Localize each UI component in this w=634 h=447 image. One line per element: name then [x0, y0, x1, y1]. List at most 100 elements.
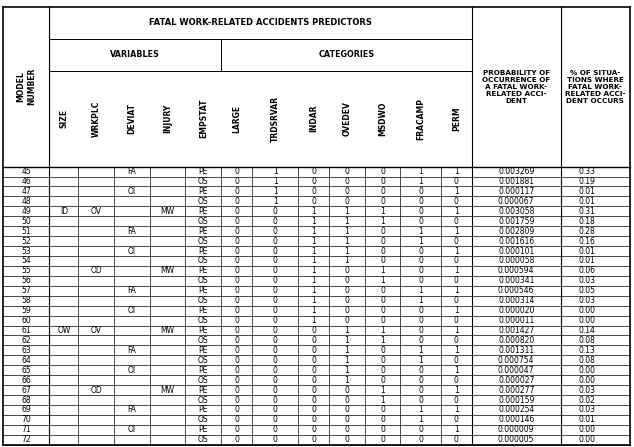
Text: 0: 0: [311, 167, 316, 176]
Text: OS: OS: [198, 415, 209, 425]
Text: FA: FA: [127, 346, 136, 355]
Text: 1: 1: [454, 227, 459, 236]
Text: PROBABILITY OF
OCCURRENCE OF
A FATAL WORK-
RELATED ACCI-
DENT: PROBABILITY OF OCCURRENCE OF A FATAL WOR…: [482, 70, 550, 104]
Text: 1: 1: [344, 356, 349, 365]
Text: 0: 0: [234, 286, 239, 295]
Text: 0.18: 0.18: [578, 217, 595, 226]
Text: 66: 66: [22, 375, 31, 385]
Text: 0.14: 0.14: [578, 326, 595, 335]
Text: 1: 1: [418, 346, 423, 355]
Text: 0: 0: [344, 435, 349, 444]
Text: 0: 0: [311, 375, 316, 385]
Text: 0: 0: [273, 266, 278, 275]
Text: 1: 1: [380, 326, 385, 335]
Text: 0: 0: [234, 276, 239, 285]
Text: 1: 1: [454, 306, 459, 315]
Text: TRDSRVAR: TRDSRVAR: [271, 96, 280, 142]
Text: 0: 0: [273, 415, 278, 425]
Text: 0: 0: [418, 217, 423, 226]
Text: 0.000027: 0.000027: [498, 375, 534, 385]
Text: 0.01: 0.01: [578, 197, 595, 206]
Text: 1: 1: [418, 236, 423, 245]
Text: OI: OI: [128, 426, 136, 434]
Text: 0: 0: [380, 236, 385, 245]
Text: 0: 0: [344, 187, 349, 196]
Text: 51: 51: [22, 227, 31, 236]
Text: 1: 1: [273, 187, 278, 196]
Text: FA: FA: [127, 227, 136, 236]
Text: 1: 1: [344, 336, 349, 345]
Text: 0.000009: 0.000009: [498, 426, 534, 434]
Text: 0.28: 0.28: [578, 227, 595, 236]
Text: 0: 0: [418, 197, 423, 206]
Text: 0: 0: [418, 336, 423, 345]
Text: 55: 55: [22, 266, 31, 275]
Text: OS: OS: [198, 316, 209, 325]
Text: 1: 1: [344, 207, 349, 216]
Text: 0.03: 0.03: [578, 386, 595, 395]
Text: 0: 0: [273, 336, 278, 345]
Text: 54: 54: [22, 257, 31, 266]
Text: OS: OS: [198, 356, 209, 365]
Text: 1: 1: [418, 177, 423, 186]
Text: MW: MW: [160, 266, 174, 275]
Text: 1: 1: [418, 405, 423, 414]
Text: 0: 0: [234, 346, 239, 355]
Text: 0: 0: [234, 167, 239, 176]
Text: 0: 0: [273, 326, 278, 335]
Text: 0: 0: [344, 276, 349, 285]
Text: 0.000820: 0.000820: [498, 336, 534, 345]
Text: 1: 1: [454, 386, 459, 395]
Text: 0: 0: [380, 187, 385, 196]
Text: 0.000117: 0.000117: [498, 187, 534, 196]
Text: 0: 0: [454, 197, 459, 206]
Text: MW: MW: [160, 207, 174, 216]
Text: 1: 1: [454, 247, 459, 256]
Text: 0: 0: [418, 187, 423, 196]
Text: 1: 1: [454, 266, 459, 275]
Text: 0: 0: [380, 435, 385, 444]
Text: 1: 1: [380, 276, 385, 285]
Text: 0.05: 0.05: [578, 286, 595, 295]
Text: 1: 1: [418, 296, 423, 305]
Text: PE: PE: [198, 426, 208, 434]
Text: 0: 0: [344, 266, 349, 275]
Text: PE: PE: [198, 306, 208, 315]
Text: 0: 0: [273, 247, 278, 256]
Text: OD: OD: [91, 266, 102, 275]
Text: 0: 0: [380, 356, 385, 365]
Text: 0: 0: [273, 426, 278, 434]
Text: 48: 48: [22, 197, 31, 206]
Text: 0: 0: [454, 296, 459, 305]
Text: 0.08: 0.08: [578, 356, 595, 365]
Text: 52: 52: [22, 236, 31, 245]
Text: 0: 0: [234, 236, 239, 245]
Text: 0: 0: [273, 257, 278, 266]
Text: 0: 0: [234, 336, 239, 345]
Text: 0: 0: [418, 375, 423, 385]
Text: 1: 1: [380, 336, 385, 345]
Text: PE: PE: [198, 405, 208, 414]
Text: 0: 0: [234, 306, 239, 315]
Text: 0.000058: 0.000058: [498, 257, 534, 266]
Text: 0: 0: [273, 375, 278, 385]
Text: 1: 1: [344, 247, 349, 256]
Text: 1: 1: [344, 375, 349, 385]
Text: 0: 0: [454, 336, 459, 345]
Text: 0.000011: 0.000011: [498, 316, 534, 325]
Text: LARGE: LARGE: [232, 105, 241, 133]
Text: INJURY: INJURY: [163, 104, 172, 133]
Text: 0: 0: [311, 197, 316, 206]
Text: 72: 72: [22, 435, 31, 444]
Text: 0.00: 0.00: [578, 375, 595, 385]
Text: 0: 0: [234, 356, 239, 365]
Text: 1: 1: [311, 316, 316, 325]
Text: 61: 61: [22, 326, 31, 335]
Text: 59: 59: [22, 306, 31, 315]
Text: 0: 0: [344, 396, 349, 405]
Text: 0: 0: [273, 346, 278, 355]
Text: 1: 1: [454, 346, 459, 355]
Text: 0: 0: [344, 197, 349, 206]
Text: 0: 0: [344, 415, 349, 425]
Text: 0: 0: [234, 426, 239, 434]
